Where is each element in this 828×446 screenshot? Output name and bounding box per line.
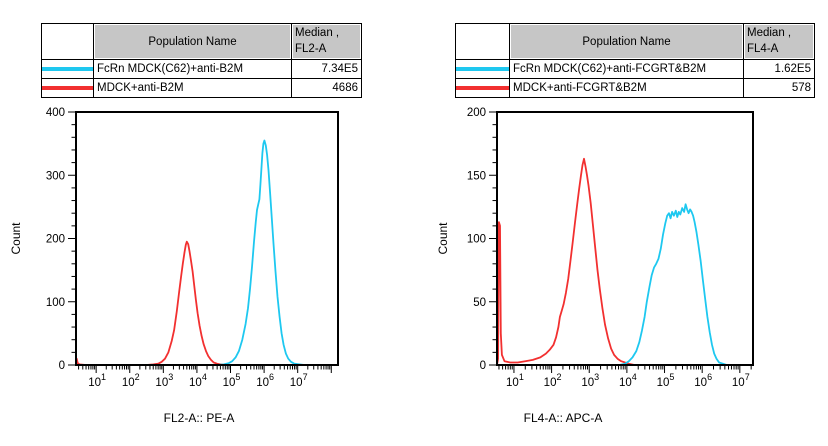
legend-header-population: Population Name — [510, 24, 743, 59]
x-tick-label: 102 — [544, 372, 562, 389]
legend-swatch-cell — [456, 79, 509, 97]
legend-header-population: Population Name — [94, 24, 291, 59]
series-curve-red — [75, 240, 338, 366]
legend-swatch-cell — [42, 60, 93, 78]
x-axis-label: FL4-A:: APC-A — [524, 411, 603, 425]
legend-table-fl2: Population Name Median , FL2-A FcRn MDCK… — [41, 23, 362, 98]
x-tick-label: 107 — [290, 372, 308, 389]
population-name: FcRn MDCK(C62)+anti-FCGRT&B2M — [510, 60, 743, 78]
median-header-line1: Median , — [295, 27, 340, 39]
x-tick-label: 103 — [581, 372, 599, 389]
x-tick-label: 107 — [732, 372, 750, 389]
y-axis-ticks — [489, 111, 496, 366]
y-tick-label: 200 — [46, 234, 65, 246]
x-tick-label: 104 — [619, 372, 637, 389]
legend-header-median: Median , FL4-A — [744, 24, 814, 59]
y-tick-label: 0 — [59, 360, 65, 372]
x-tick-label: 103 — [155, 372, 173, 389]
population-name: MDCK+anti-B2M — [94, 79, 291, 97]
y-tick-label: 50 — [473, 297, 486, 309]
y-tick-label: 300 — [46, 170, 65, 182]
x-axis-label: FL2-A:: PE-A — [164, 411, 235, 425]
y-tick-label: 150 — [467, 170, 486, 182]
median-value: 7.34E5 — [292, 60, 361, 78]
series-color-swatch — [456, 86, 509, 90]
x-tick-label: 104 — [189, 372, 207, 389]
legend-table-fl4: Population Name Median , FL4-A FcRn MDCK… — [455, 23, 815, 98]
x-tick-label: 106 — [256, 372, 274, 389]
x-tick-label: 106 — [694, 372, 712, 389]
median-value: 4686 — [292, 79, 361, 97]
legend-swatch-cell — [42, 79, 93, 97]
series-color-swatch — [42, 86, 93, 90]
series-color-swatch — [42, 67, 93, 71]
x-tick-label: 101 — [506, 372, 524, 389]
y-tick-label: 0 — [480, 360, 486, 372]
x-tick-label: 101 — [88, 372, 106, 389]
plot-frame — [75, 111, 339, 366]
y-axis-ticks — [68, 111, 75, 366]
series-curve-red — [496, 157, 753, 366]
series-curve-cyan — [497, 203, 753, 366]
plot-frame — [496, 111, 754, 366]
x-axis-ticks — [78, 366, 332, 373]
median-header-line1: Median , — [747, 27, 792, 39]
y-tick-label: 200 — [467, 107, 486, 119]
median-value: 578 — [744, 79, 814, 97]
x-tick-label: 105 — [657, 372, 675, 389]
y-tick-label: 400 — [46, 107, 65, 119]
legend-header-median: Median , FL2-A — [292, 24, 361, 59]
y-axis-label: Count — [9, 222, 23, 255]
y-tick-label: 100 — [467, 234, 486, 246]
population-name: FcRn MDCK(C62)+anti-B2M — [94, 60, 291, 78]
population-name: MDCK+anti-FCGRT&B2M — [510, 79, 743, 97]
histogram-fl2: 0 100 200 300 400 101 102 103 104 105 106 107 Count F… — [9, 107, 339, 425]
y-axis-label: Count — [436, 222, 450, 255]
histogram-fl4: 0 50 100 150 200 101 102 103 104 105 106 107 Count FL… — [436, 107, 754, 425]
series-color-swatch — [456, 67, 509, 71]
median-value: 1.62E5 — [744, 60, 814, 78]
median-header-line2: FL2-A — [295, 43, 327, 55]
x-axis-ticks — [498, 366, 752, 373]
series-curve-cyan — [76, 139, 338, 366]
x-tick-label: 105 — [223, 372, 241, 389]
legend-header-swatch — [42, 24, 93, 59]
legend-swatch-cell — [456, 60, 509, 78]
legend-header-swatch — [456, 24, 509, 59]
y-tick-label: 100 — [46, 297, 65, 309]
median-header-line2: FL4-A — [747, 43, 779, 55]
x-tick-label: 102 — [122, 372, 140, 389]
